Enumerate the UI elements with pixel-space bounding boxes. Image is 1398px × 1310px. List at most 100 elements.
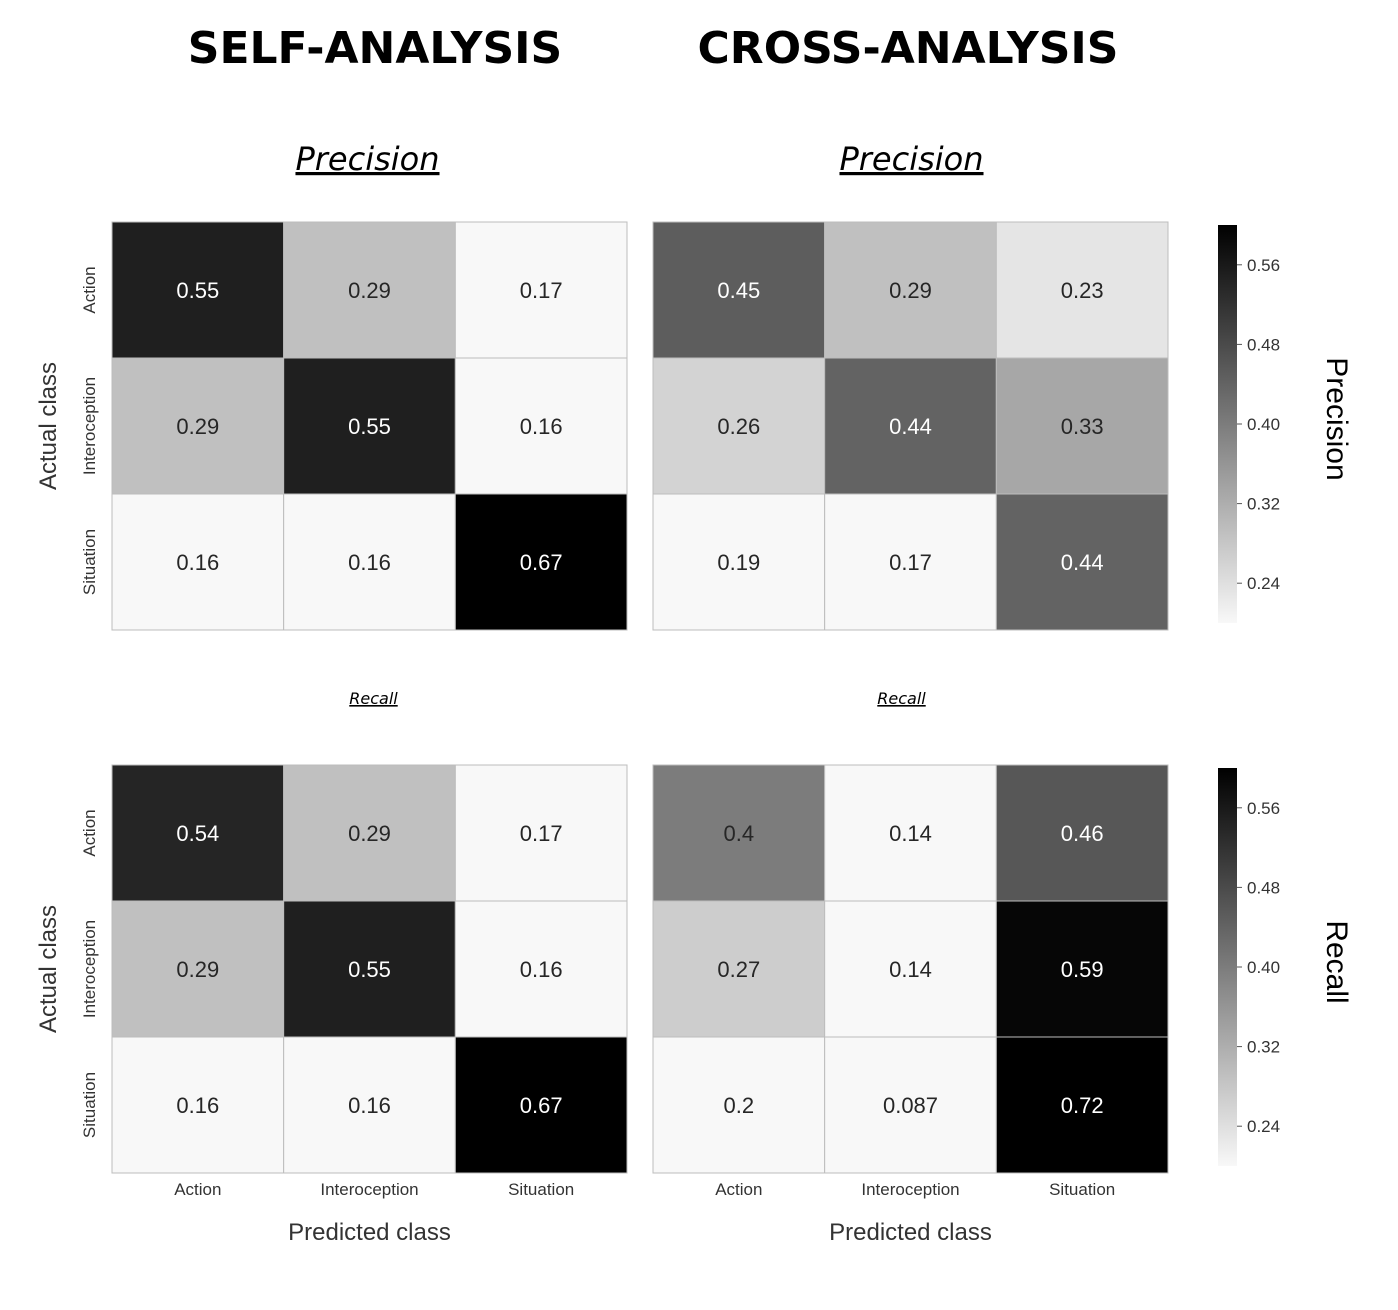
heatmap-cell: [995, 1036, 1169, 1174]
x-tick-label: Situation: [508, 1180, 574, 1199]
cell-value-label: 0.54: [176, 821, 219, 846]
cell-value-label: 0.4: [724, 821, 755, 846]
x-tick-label: Action: [174, 1180, 221, 1199]
colorbar-tick-label: 0.24: [1247, 1117, 1280, 1136]
heatmap-cell: [652, 221, 826, 359]
cell-value-label: 0.55: [348, 957, 391, 982]
colorbar-tick-label: 0.24: [1247, 574, 1280, 593]
heatmap-0: Precision 0.55 0.29 0.17 0.29 0.55 0.16 0.16 0.1…: [35, 140, 628, 631]
x-axis-title: Predicted class: [288, 1219, 451, 1246]
colorbar-tick-label: 0.32: [1247, 1038, 1280, 1057]
cell-value-label: 0.14: [889, 957, 932, 982]
heatmap-cell: [995, 357, 1169, 495]
panel-title: Recall: [349, 689, 398, 708]
cell-value-label: 0.14: [889, 821, 932, 846]
cell-value-label: 0.44: [1061, 550, 1104, 575]
heatmap-3: Recall 0.4 0.14 0.46 0.27 0.14 0.59 0.2 0.087 0.7…: [652, 689, 1169, 1246]
heatmap-cell: [454, 1036, 628, 1174]
cell-value-label: 0.16: [520, 414, 563, 439]
cell-value-label: 0.16: [176, 550, 219, 575]
heatmap-cell: [283, 900, 456, 1038]
heatmap-cell: [454, 357, 628, 495]
cell-value-label: 0.59: [1061, 957, 1104, 982]
cell-value-label: 0.46: [1061, 821, 1104, 846]
cell-value-label: 0.2: [724, 1093, 755, 1118]
y-axis-title: Actual class: [35, 905, 62, 1033]
colorbar-label: Precision: [1320, 357, 1353, 480]
cell-value-label: 0.29: [176, 957, 219, 982]
colorbar-1: 0.56 0.48 0.40 0.32 0.24 Precision: [1218, 225, 1353, 623]
x-tick-label: Action: [715, 1180, 762, 1199]
heatmap-cell: [283, 357, 456, 495]
y-tick-label: Action: [80, 809, 99, 856]
heatmap-cell: [111, 764, 285, 902]
y-tick-label: Interoception: [80, 377, 99, 475]
cell-value-label: 0.26: [717, 414, 760, 439]
colorbar-tick-label: 0.56: [1247, 799, 1280, 818]
colorbar-tick-label: 0.48: [1247, 878, 1280, 897]
x-axis-title: Predicted class: [829, 1219, 992, 1246]
y-tick-label: Situation: [80, 529, 99, 595]
heatmap-cell: [454, 900, 628, 1038]
cell-value-label: 0.29: [348, 821, 391, 846]
cell-value-label: 0.17: [520, 821, 563, 846]
heatmap-cell: [111, 900, 285, 1038]
y-axis-title: Actual class: [35, 362, 62, 490]
cell-value-label: 0.16: [348, 550, 391, 575]
colorbar-tick-label: 0.48: [1247, 335, 1280, 354]
cell-value-label: 0.19: [717, 550, 760, 575]
cell-value-label: 0.17: [520, 278, 563, 303]
cell-value-label: 0.29: [348, 278, 391, 303]
heatmap-cell: [652, 357, 826, 495]
cell-value-label: 0.23: [1061, 278, 1104, 303]
colorbar-label: Recall: [1320, 920, 1353, 1003]
cell-value-label: 0.16: [176, 1093, 219, 1118]
cell-value-label: 0.67: [520, 1093, 563, 1118]
panel-title: Recall: [877, 689, 926, 708]
panel-title: Precision: [295, 140, 439, 178]
heatmap-cell: [652, 764, 826, 902]
y-tick-label: Interoception: [80, 920, 99, 1018]
cell-value-label: 0.29: [889, 278, 932, 303]
heatmap-cell: [652, 1036, 826, 1174]
heatmap-cell: [995, 764, 1169, 902]
x-tick-label: Interoception: [861, 1180, 959, 1199]
heatmap-cell: [111, 1036, 285, 1174]
heatmap-cell: [995, 221, 1169, 359]
colorbar-tick-label: 0.56: [1247, 256, 1280, 275]
colorbar-gradient: [1218, 225, 1237, 623]
heatmap-cell: [995, 900, 1169, 1038]
heatmap-cell: [652, 493, 826, 631]
x-tick-label: Interoception: [320, 1180, 418, 1199]
heatmap-cell: [454, 764, 628, 902]
heatmap-cell: [111, 221, 285, 359]
colorbar-tick-label: 0.40: [1247, 958, 1280, 977]
x-tick-label: Situation: [1049, 1180, 1115, 1199]
heatmap-cell: [111, 493, 285, 631]
heatmap-panels: Precision 0.55 0.29 0.17 0.29 0.55 0.16 0.16 0.1…: [35, 140, 1169, 1246]
cell-value-label: 0.16: [520, 957, 563, 982]
cross-analysis-header: CROSS-ANALYSIS: [698, 23, 1119, 74]
cell-value-label: 0.16: [348, 1093, 391, 1118]
cell-value-label: 0.33: [1061, 414, 1104, 439]
cell-value-label: 0.45: [717, 278, 760, 303]
heatmap-cell: [454, 221, 628, 359]
cell-value-label: 0.55: [348, 414, 391, 439]
self-analysis-header: SELF-ANALYSIS: [188, 23, 562, 74]
heatmap-2: Recall 0.54 0.29 0.17 0.29 0.55 0.16 0.16 0.16 0.…: [35, 689, 628, 1246]
colorbar-tick-label: 0.40: [1247, 415, 1280, 434]
panel-title: Precision: [839, 140, 983, 178]
heatmap-cell: [995, 493, 1169, 631]
y-tick-label: Action: [80, 266, 99, 313]
heatmap-1: Precision 0.45 0.29 0.23 0.26 0.44 0.33 0.19 0.1…: [652, 140, 1169, 631]
heatmap-cell: [111, 357, 285, 495]
cell-value-label: 0.27: [717, 957, 760, 982]
heatmap-cell: [283, 493, 456, 631]
colorbar-3: 0.56 0.48 0.40 0.32 0.24 Recall: [1218, 768, 1353, 1166]
heatmap-cell: [283, 764, 456, 902]
heatmap-cell: [824, 357, 997, 495]
cell-value-label: 0.72: [1061, 1093, 1104, 1118]
cell-value-label: 0.29: [176, 414, 219, 439]
y-tick-label: Situation: [80, 1072, 99, 1138]
cell-value-label: 0.44: [889, 414, 932, 439]
